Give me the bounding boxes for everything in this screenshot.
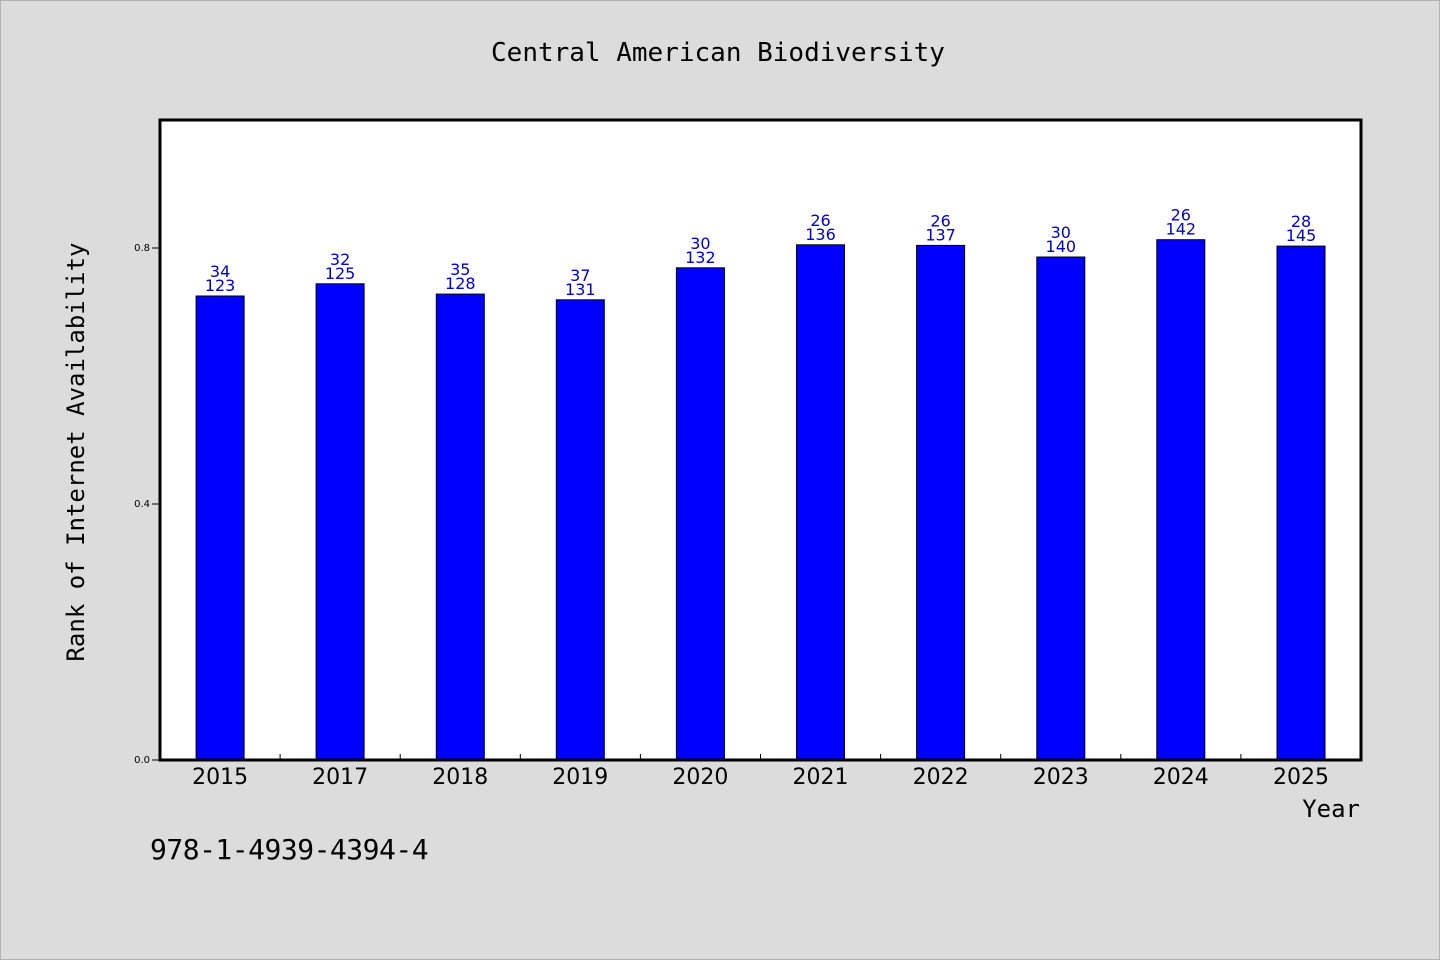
- data-label-bottom-2023: 140: [1046, 237, 1077, 256]
- x-tick-label-2015: 2015: [192, 765, 248, 790]
- data-label-top-2017: 32: [330, 250, 350, 269]
- data-label-bottom-2025: 145: [1286, 226, 1317, 245]
- x-tick-label-2020: 2020: [672, 765, 728, 790]
- x-tick-label-2025: 2025: [1273, 765, 1329, 790]
- bar-2024: [1156, 239, 1206, 761]
- x-tick-label-2017: 2017: [312, 765, 368, 790]
- y-axis-ticks: 0.0 0.4 0.8: [134, 243, 160, 766]
- y-tick-label-0: 0.0: [134, 755, 150, 766]
- bar-2015: [195, 295, 245, 761]
- data-label-top-2025: 28: [1291, 212, 1311, 231]
- data-label-top-2019: 37: [570, 266, 590, 285]
- data-label-top-2021: 26: [810, 211, 830, 230]
- bar-2021: [796, 244, 845, 761]
- data-label-bottom-2019: 131: [565, 280, 596, 299]
- bar-2017: [315, 283, 365, 761]
- x-axis-ticks: 2015 2017 2018 2019 2020 2021 2022 2023 2024 2025: [192, 754, 1329, 790]
- chart-title: Central American Biodiversity: [491, 38, 945, 68]
- plot-border: [158, 118, 1363, 762]
- x-tick-label-2018: 2018: [432, 765, 488, 790]
- bar-2022: [916, 244, 966, 761]
- data-label-bottom-2022: 137: [925, 225, 956, 244]
- data-label-bottom-2024: 142: [1166, 220, 1197, 239]
- bars-layer: [195, 239, 1326, 761]
- bar-2018: [435, 293, 485, 761]
- bar-2019: [555, 299, 605, 761]
- bar-2020: [675, 267, 725, 761]
- x-tick-label-2023: 2023: [1033, 765, 1089, 790]
- x-tick-label-2022: 2022: [913, 765, 969, 790]
- footer-code: 978-1-4939-4394-4: [150, 833, 429, 866]
- data-label-bottom-2015: 123: [205, 276, 236, 295]
- x-tick-label-2019: 2019: [552, 765, 608, 790]
- data-label-top-2018: 35: [450, 260, 470, 279]
- data-label-bottom-2020: 132: [685, 248, 716, 267]
- x-axis-label: Year: [1302, 795, 1360, 823]
- x-tick-label-2024: 2024: [1153, 765, 1209, 790]
- bar-2023: [1036, 256, 1086, 761]
- data-label-top-2024: 26: [1171, 206, 1191, 225]
- x-tick-label-2021: 2021: [793, 765, 849, 790]
- y-tick-label-1: 0.4: [134, 499, 150, 510]
- data-label-top-2023: 30: [1051, 223, 1071, 242]
- data-label-bottom-2018: 128: [445, 274, 476, 293]
- data-label-top-2020: 30: [690, 234, 710, 253]
- data-label-bottom-2021: 136: [805, 225, 836, 244]
- data-label-top-2015: 34: [210, 262, 230, 281]
- y-axis-label: Rank of Internet Availability: [62, 242, 90, 661]
- data-label-bottom-2017: 125: [325, 264, 356, 283]
- data-label-top-2022: 26: [930, 211, 950, 230]
- bar-2025: [1276, 245, 1326, 761]
- y-tick-label-2: 0.8: [134, 243, 150, 254]
